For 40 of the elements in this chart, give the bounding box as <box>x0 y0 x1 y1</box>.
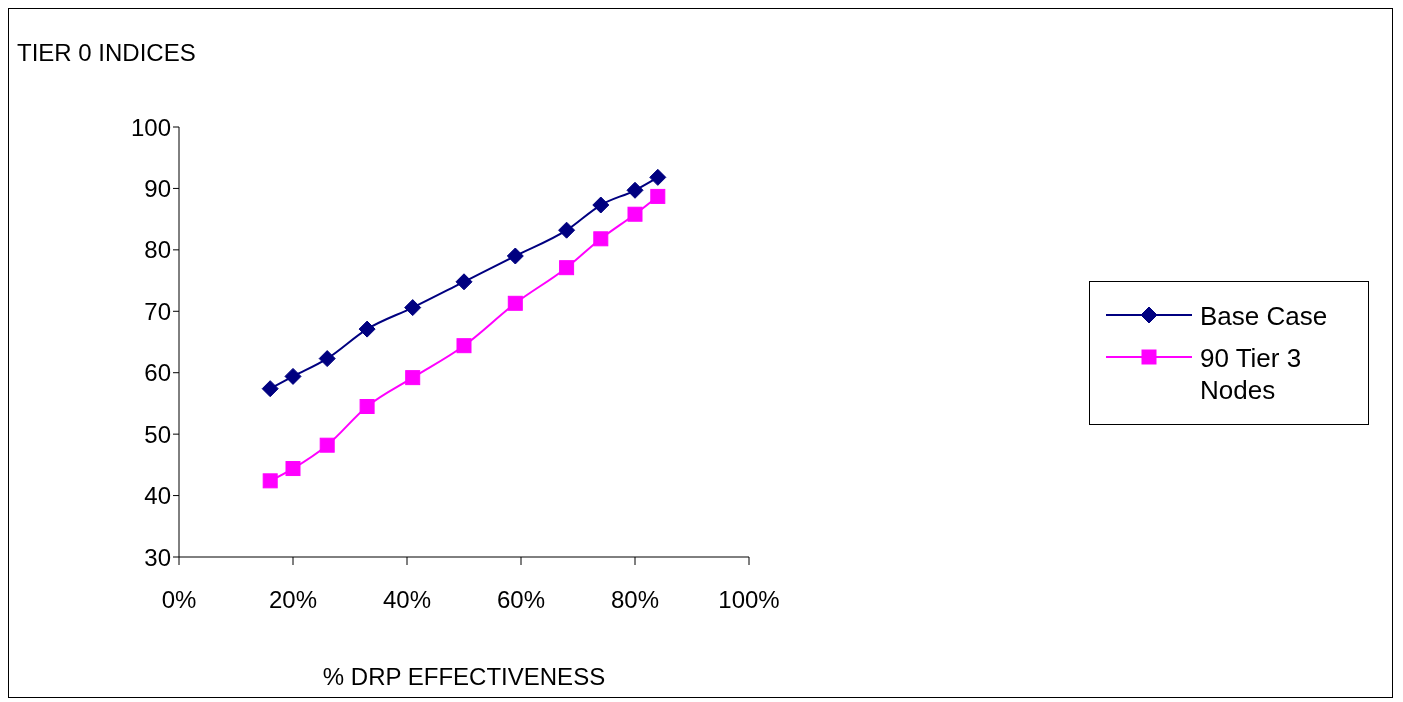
point <box>358 320 376 338</box>
y-tick-label: 30 <box>144 543 171 571</box>
point <box>455 273 473 291</box>
point <box>592 196 610 214</box>
point <box>627 206 643 222</box>
x-tick-label: 0% <box>161 586 197 614</box>
point <box>261 380 279 398</box>
legend-label: 90 Tier 3 Nodes <box>1200 342 1303 406</box>
point <box>649 168 667 186</box>
legend-label: Base Case <box>1200 300 1329 332</box>
x-axis-title: % DRP EFFECTIVENESS <box>322 663 606 690</box>
point <box>405 370 421 386</box>
point <box>404 299 422 317</box>
x-tick-label: 40% <box>382 586 432 614</box>
point <box>318 350 336 368</box>
y-tick-label: 50 <box>144 420 171 448</box>
point <box>593 231 609 247</box>
x-tick-label: 100% <box>718 586 780 614</box>
x-tick-label: 80% <box>610 586 660 614</box>
point <box>285 461 301 477</box>
point <box>284 367 302 385</box>
point <box>650 188 666 204</box>
point <box>262 473 278 489</box>
point <box>559 260 575 276</box>
point <box>626 181 644 199</box>
point <box>359 399 375 414</box>
x-tick-label: 60% <box>496 586 546 614</box>
y-tick-label: 90 <box>144 174 171 202</box>
y-tick-label: 40 <box>144 482 171 510</box>
point <box>507 295 523 311</box>
point <box>558 221 576 239</box>
point <box>506 247 524 265</box>
point <box>319 437 335 453</box>
y-tick-label: 60 <box>144 359 171 387</box>
y-tick-label: 70 <box>144 297 171 325</box>
chart-title: TIER 0 INDICES <box>17 39 196 67</box>
x-tick-label: 20% <box>268 586 318 614</box>
y-tick-label: 80 <box>144 236 171 264</box>
y-tick-label: 100 <box>130 113 171 141</box>
point <box>456 338 472 354</box>
